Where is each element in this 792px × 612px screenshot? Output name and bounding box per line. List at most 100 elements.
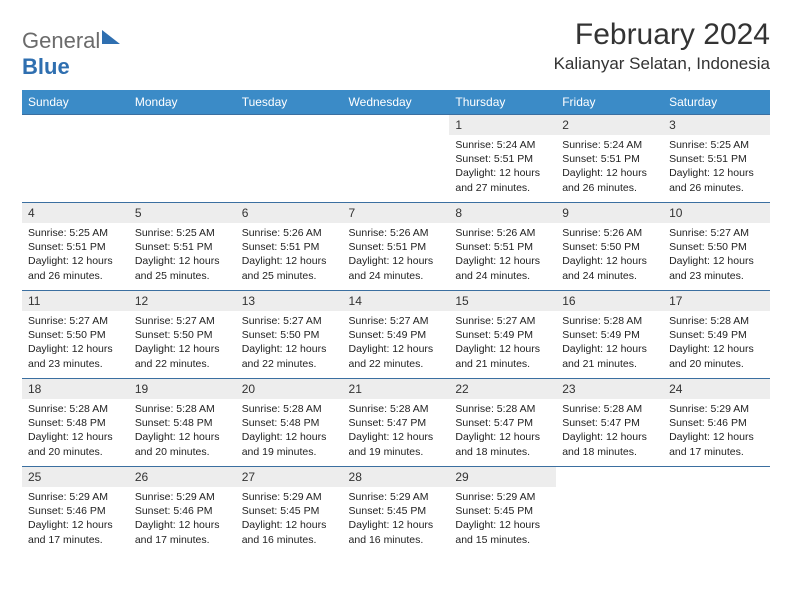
location: Kalianyar Selatan, Indonesia (554, 54, 770, 74)
logo-text: General Blue (22, 28, 120, 80)
sunset-text: Sunset: 5:47 PM (349, 416, 444, 430)
day-number: 20 (236, 379, 343, 399)
daylight-text-1: Daylight: 12 hours (349, 254, 444, 268)
sunset-text: Sunset: 5:50 PM (669, 240, 764, 254)
day-body: Sunrise: 5:28 AMSunset: 5:49 PMDaylight:… (556, 311, 663, 374)
daylight-text-2: and 16 minutes. (349, 533, 444, 547)
day-number-empty (129, 115, 236, 135)
day-number: 25 (22, 467, 129, 487)
calendar-cell: 11Sunrise: 5:27 AMSunset: 5:50 PMDayligh… (22, 291, 129, 379)
daylight-text-2: and 22 minutes. (135, 357, 230, 371)
day-number: 28 (343, 467, 450, 487)
day-number: 9 (556, 203, 663, 223)
day-number: 27 (236, 467, 343, 487)
calendar-cell (22, 115, 129, 203)
day-body: Sunrise: 5:25 AMSunset: 5:51 PMDaylight:… (663, 135, 770, 198)
calendar-cell: 8Sunrise: 5:26 AMSunset: 5:51 PMDaylight… (449, 203, 556, 291)
calendar-cell: 5Sunrise: 5:25 AMSunset: 5:51 PMDaylight… (129, 203, 236, 291)
daylight-text-2: and 17 minutes. (135, 533, 230, 547)
calendar-page: General Blue February 2024 Kalianyar Sel… (0, 0, 792, 565)
logo: General Blue (22, 18, 120, 80)
sunset-text: Sunset: 5:50 PM (242, 328, 337, 342)
sunset-text: Sunset: 5:47 PM (562, 416, 657, 430)
daylight-text-2: and 16 minutes. (242, 533, 337, 547)
daylight-text-2: and 23 minutes. (28, 357, 123, 371)
sunrise-text: Sunrise: 5:28 AM (349, 402, 444, 416)
sunset-text: Sunset: 5:50 PM (28, 328, 123, 342)
sunrise-text: Sunrise: 5:27 AM (242, 314, 337, 328)
daylight-text-2: and 20 minutes. (28, 445, 123, 459)
sunset-text: Sunset: 5:51 PM (28, 240, 123, 254)
day-body: Sunrise: 5:26 AMSunset: 5:50 PMDaylight:… (556, 223, 663, 286)
sunset-text: Sunset: 5:47 PM (455, 416, 550, 430)
calendar-cell: 2Sunrise: 5:24 AMSunset: 5:51 PMDaylight… (556, 115, 663, 203)
day-number: 10 (663, 203, 770, 223)
calendar-cell: 7Sunrise: 5:26 AMSunset: 5:51 PMDaylight… (343, 203, 450, 291)
sunrise-text: Sunrise: 5:24 AM (455, 138, 550, 152)
day-number: 22 (449, 379, 556, 399)
day-header: Saturday (663, 90, 770, 115)
sunrise-text: Sunrise: 5:29 AM (669, 402, 764, 416)
sunrise-text: Sunrise: 5:28 AM (455, 402, 550, 416)
day-number: 6 (236, 203, 343, 223)
calendar-cell: 1Sunrise: 5:24 AMSunset: 5:51 PMDaylight… (449, 115, 556, 203)
calendar-cell: 27Sunrise: 5:29 AMSunset: 5:45 PMDayligh… (236, 467, 343, 555)
sunset-text: Sunset: 5:46 PM (135, 504, 230, 518)
daylight-text-2: and 21 minutes. (562, 357, 657, 371)
daylight-text-1: Daylight: 12 hours (562, 430, 657, 444)
logo-blue: Blue (22, 54, 70, 79)
day-body: Sunrise: 5:28 AMSunset: 5:49 PMDaylight:… (663, 311, 770, 374)
sunrise-text: Sunrise: 5:24 AM (562, 138, 657, 152)
calendar-cell (556, 467, 663, 555)
daylight-text-1: Daylight: 12 hours (135, 254, 230, 268)
day-number-empty (663, 467, 770, 487)
sunrise-text: Sunrise: 5:28 AM (242, 402, 337, 416)
day-number: 21 (343, 379, 450, 399)
daylight-text-2: and 24 minutes. (349, 269, 444, 283)
calendar-cell: 23Sunrise: 5:28 AMSunset: 5:47 PMDayligh… (556, 379, 663, 467)
day-number-empty (556, 467, 663, 487)
daylight-text-2: and 17 minutes. (28, 533, 123, 547)
calendar-cell: 4Sunrise: 5:25 AMSunset: 5:51 PMDaylight… (22, 203, 129, 291)
sunrise-text: Sunrise: 5:27 AM (28, 314, 123, 328)
sunrise-text: Sunrise: 5:28 AM (562, 314, 657, 328)
calendar-table: Sunday Monday Tuesday Wednesday Thursday… (22, 90, 770, 555)
day-number: 23 (556, 379, 663, 399)
sunset-text: Sunset: 5:45 PM (455, 504, 550, 518)
sunrise-text: Sunrise: 5:25 AM (669, 138, 764, 152)
sunset-text: Sunset: 5:50 PM (562, 240, 657, 254)
calendar-cell (129, 115, 236, 203)
day-number: 16 (556, 291, 663, 311)
daylight-text-1: Daylight: 12 hours (28, 342, 123, 356)
sunrise-text: Sunrise: 5:29 AM (242, 490, 337, 504)
daylight-text-2: and 24 minutes. (562, 269, 657, 283)
logo-general: General (22, 28, 100, 53)
calendar-cell (236, 115, 343, 203)
day-number: 1 (449, 115, 556, 135)
calendar-cell: 26Sunrise: 5:29 AMSunset: 5:46 PMDayligh… (129, 467, 236, 555)
day-body: Sunrise: 5:24 AMSunset: 5:51 PMDaylight:… (449, 135, 556, 198)
day-header: Tuesday (236, 90, 343, 115)
day-number: 2 (556, 115, 663, 135)
sunset-text: Sunset: 5:46 PM (669, 416, 764, 430)
daylight-text-2: and 25 minutes. (242, 269, 337, 283)
daylight-text-2: and 18 minutes. (455, 445, 550, 459)
daylight-text-1: Daylight: 12 hours (349, 518, 444, 532)
calendar-cell: 9Sunrise: 5:26 AMSunset: 5:50 PMDaylight… (556, 203, 663, 291)
daylight-text-2: and 15 minutes. (455, 533, 550, 547)
day-number: 4 (22, 203, 129, 223)
sunrise-text: Sunrise: 5:28 AM (669, 314, 764, 328)
daylight-text-2: and 20 minutes. (669, 357, 764, 371)
day-body: Sunrise: 5:28 AMSunset: 5:48 PMDaylight:… (236, 399, 343, 462)
sunset-text: Sunset: 5:51 PM (242, 240, 337, 254)
sunset-text: Sunset: 5:51 PM (455, 240, 550, 254)
day-number: 15 (449, 291, 556, 311)
day-number: 5 (129, 203, 236, 223)
day-header: Wednesday (343, 90, 450, 115)
day-number: 29 (449, 467, 556, 487)
calendar-cell: 21Sunrise: 5:28 AMSunset: 5:47 PMDayligh… (343, 379, 450, 467)
sunrise-text: Sunrise: 5:26 AM (242, 226, 337, 240)
daylight-text-1: Daylight: 12 hours (669, 430, 764, 444)
day-number: 7 (343, 203, 450, 223)
calendar-cell: 29Sunrise: 5:29 AMSunset: 5:45 PMDayligh… (449, 467, 556, 555)
